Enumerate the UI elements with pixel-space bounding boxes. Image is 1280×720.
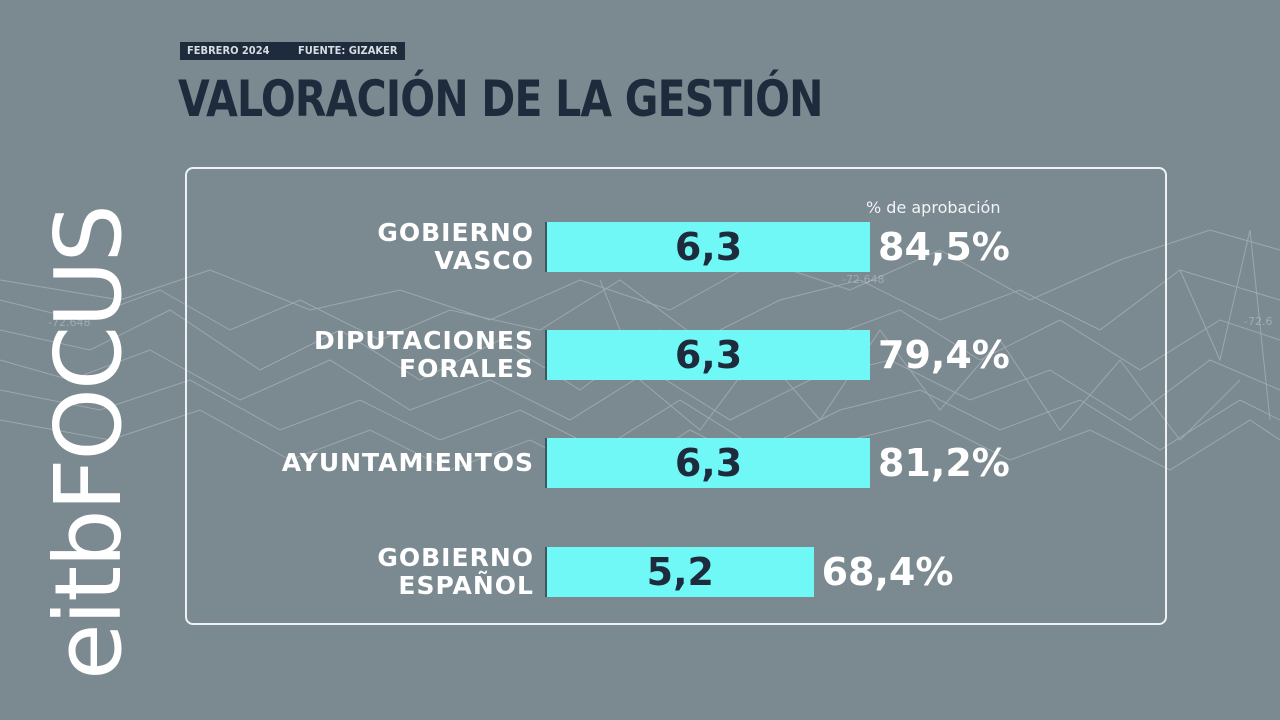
category-label-line: DIPUTACIONES xyxy=(313,326,534,355)
bar: 5,2 xyxy=(545,547,814,597)
bar: 6,3 xyxy=(545,330,870,380)
category-label-line: VASCO xyxy=(434,246,534,275)
approval-percentage: 84,5% xyxy=(878,225,1010,269)
category-label: GOBIERNO ESPAÑOL xyxy=(377,544,534,600)
bar-value-label: 6,3 xyxy=(674,333,743,377)
bar-value-label: 6,3 xyxy=(674,225,743,269)
approval-column-header: % de aprobación xyxy=(866,198,1001,217)
eitbfocus-logo: eitbFOCUS xyxy=(35,206,142,680)
category-label-line: GOBIERNO xyxy=(377,218,534,247)
category-label-line: FORALES xyxy=(399,354,534,383)
approval-percentage: 68,4% xyxy=(821,550,954,594)
category-label: DIPUTACIONES FORALES xyxy=(314,327,534,383)
svg-text:-72.648: -72.648 xyxy=(842,273,884,286)
chart-frame xyxy=(185,167,1167,625)
approval-percentage: 79,4% xyxy=(878,333,1010,377)
svg-text:-72.648: -72.648 xyxy=(48,316,90,329)
svg-text:-72.6: -72.6 xyxy=(1244,315,1272,328)
bar: 6,3 xyxy=(545,222,870,272)
category-label: AYUNTAMIENTOS xyxy=(282,449,534,477)
source-label: FUENTE: GIZAKER xyxy=(298,44,398,57)
category-label-line: ESPAÑOL xyxy=(398,571,534,600)
category-label-line: AYUNTAMIENTOS xyxy=(281,448,534,477)
bar: 6,3 xyxy=(545,438,870,488)
page-title: VALORACIÓN DE LA GESTIÓN xyxy=(178,70,823,128)
bar-value-label: 6,3 xyxy=(674,441,743,485)
bar-value-label: 5,2 xyxy=(646,550,714,594)
approval-percentage: 81,2% xyxy=(878,441,1010,485)
category-label-line: GOBIERNO xyxy=(377,543,534,572)
info-tag-bar: FEBRERO 2024 FUENTE: GIZAKER xyxy=(180,42,405,60)
category-label: GOBIERNO VASCO xyxy=(377,219,534,275)
date-label: FEBRERO 2024 xyxy=(187,44,270,57)
